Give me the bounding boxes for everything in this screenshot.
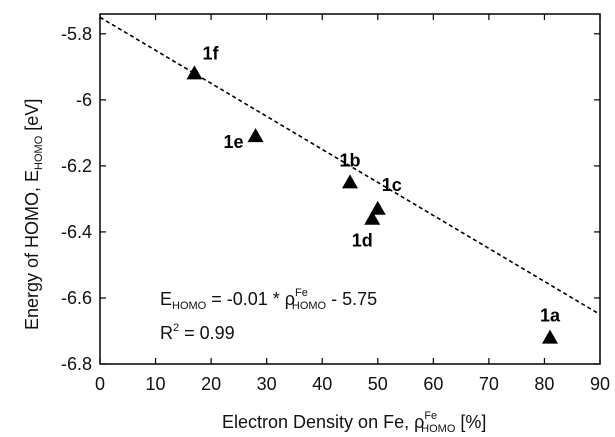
x-tick-label: 80 [534, 374, 554, 394]
point-label-1a: 1a [540, 306, 561, 326]
point-1f [186, 65, 203, 80]
y-tick-label: -6.8 [61, 354, 92, 374]
point-1a [542, 329, 558, 344]
plot-frame [99, 13, 601, 365]
x-tick-label: 90 [590, 374, 610, 394]
x-tick-label: 60 [423, 374, 443, 394]
axis-ticks: 0 10 20 30 40 50 60 70 80 90 -5.8 -6 -6.2 -6.4 -6.6 -6.… [61, 14, 610, 394]
x-tick-label: 40 [312, 374, 332, 394]
point-1e [247, 128, 264, 143]
y-tick-label: -6 [76, 90, 92, 110]
point-label-1c: 1c [382, 175, 402, 195]
y-tick-label: -6.2 [61, 156, 92, 176]
r-squared: R2 = 0.99 [160, 322, 235, 343]
y-tick-label: -6.6 [61, 288, 92, 308]
fit-equation: EHOMO = -0.01 * ρFe HOMO - 5.75 [160, 287, 377, 312]
x-tick-label: 20 [201, 374, 221, 394]
point-label-1d: 1d [352, 231, 373, 251]
point-label-1e: 1e [224, 132, 244, 152]
y-axis-label: Energy of HOMO, EHOMO [eV] [22, 99, 45, 330]
y-tick-label: -5.8 [61, 24, 92, 44]
x-tick-label: 30 [257, 374, 277, 394]
point-label-1f: 1f [202, 43, 219, 63]
point-1b [342, 174, 358, 189]
data-points: 1f 1e 1b 1c 1d 1a [186, 43, 561, 344]
x-tick-label: 10 [146, 374, 166, 394]
x-tick-label: 70 [479, 374, 499, 394]
x-tick-label: 50 [368, 374, 388, 394]
x-tick-label: 0 [95, 374, 105, 394]
x-axis-label: Electron Density on Fe, ρFe HOMO [%] [222, 410, 486, 435]
point-label-1b: 1b [339, 150, 360, 170]
point-1c [369, 200, 386, 215]
point-1d [364, 210, 381, 225]
y-tick-label: -6.4 [61, 222, 92, 242]
fit-line [99, 16, 601, 316]
